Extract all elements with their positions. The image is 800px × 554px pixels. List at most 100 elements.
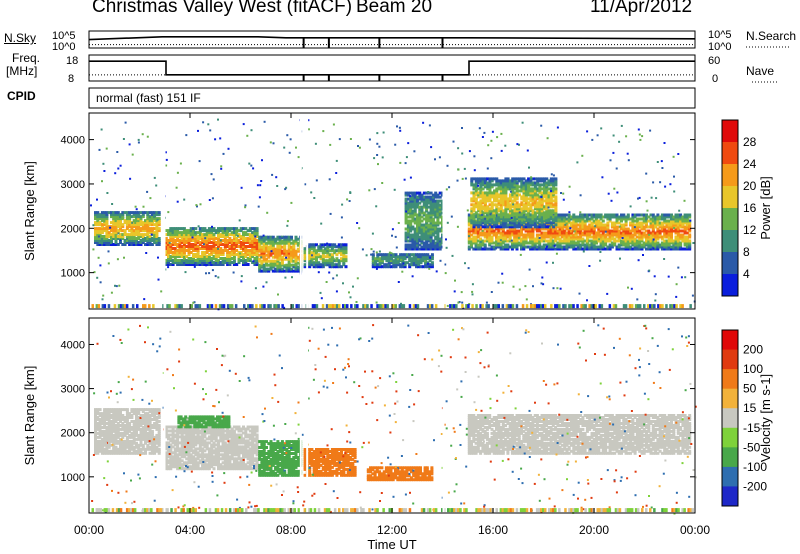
cell bbox=[406, 245, 410, 249]
sparse-cell bbox=[217, 276, 220, 279]
cell bbox=[511, 209, 515, 213]
cell bbox=[420, 193, 424, 197]
cell bbox=[543, 219, 546, 223]
cell bbox=[656, 241, 660, 245]
sparse-cell bbox=[375, 205, 378, 208]
cell bbox=[642, 213, 646, 217]
cell bbox=[654, 219, 658, 223]
cell bbox=[157, 217, 161, 221]
cell bbox=[155, 211, 159, 215]
cell bbox=[640, 223, 644, 227]
cell bbox=[153, 211, 157, 215]
cell bbox=[479, 185, 483, 189]
cell bbox=[413, 193, 417, 197]
cell bbox=[647, 237, 651, 241]
cell bbox=[540, 231, 544, 235]
cell bbox=[567, 227, 571, 231]
cell bbox=[604, 239, 608, 243]
cell bbox=[597, 213, 601, 217]
sparse-cell bbox=[242, 123, 245, 126]
cell bbox=[518, 177, 521, 181]
cell bbox=[495, 239, 498, 243]
cell bbox=[319, 243, 323, 247]
sparse-cell bbox=[564, 223, 567, 226]
cell bbox=[531, 221, 535, 225]
cell bbox=[504, 199, 508, 203]
sparse-cell bbox=[399, 129, 402, 132]
sparse-cell bbox=[262, 234, 265, 237]
cell bbox=[278, 235, 282, 239]
cell bbox=[411, 217, 415, 221]
cell bbox=[214, 229, 218, 233]
cell bbox=[629, 223, 633, 227]
cell bbox=[608, 237, 612, 241]
cell bbox=[470, 197, 474, 201]
cell bbox=[608, 219, 612, 223]
cell bbox=[654, 231, 658, 235]
cell bbox=[552, 181, 556, 185]
cell bbox=[572, 217, 576, 221]
cell bbox=[244, 245, 248, 248]
cell bbox=[383, 265, 387, 269]
cell bbox=[303, 253, 307, 257]
cell bbox=[155, 227, 159, 231]
cell bbox=[431, 229, 435, 233]
cell bbox=[248, 243, 252, 246]
sparse-cell bbox=[625, 135, 628, 138]
cell bbox=[604, 233, 608, 237]
cell bbox=[540, 239, 544, 243]
cell bbox=[283, 243, 287, 247]
cell bbox=[552, 183, 556, 187]
cell bbox=[380, 261, 384, 265]
sparse-cell bbox=[100, 128, 103, 131]
cell bbox=[315, 253, 318, 257]
cell bbox=[235, 253, 239, 256]
cell bbox=[278, 243, 282, 247]
cell bbox=[679, 247, 683, 251]
cell bbox=[276, 241, 280, 245]
cell bbox=[479, 223, 483, 227]
cell bbox=[198, 247, 202, 250]
cell bbox=[431, 199, 435, 203]
cell bbox=[438, 199, 442, 203]
cell bbox=[424, 265, 428, 269]
cell bbox=[189, 259, 193, 262]
cell bbox=[576, 237, 580, 241]
cell bbox=[180, 231, 184, 235]
cell bbox=[554, 183, 558, 187]
cell bbox=[547, 227, 551, 231]
cell bbox=[527, 207, 531, 211]
cell bbox=[235, 241, 239, 244]
cell bbox=[486, 209, 490, 213]
cell bbox=[105, 213, 109, 217]
cell bbox=[485, 233, 489, 237]
cell bbox=[490, 241, 494, 245]
cell bbox=[545, 187, 549, 191]
cell bbox=[540, 247, 544, 251]
cell bbox=[545, 247, 548, 251]
cell bbox=[419, 257, 423, 261]
cell bbox=[615, 231, 619, 235]
cell bbox=[258, 241, 262, 245]
cell bbox=[583, 225, 587, 229]
cell bbox=[495, 231, 498, 235]
ground-cell bbox=[594, 304, 597, 309]
cell bbox=[137, 235, 141, 238]
cell bbox=[631, 243, 635, 247]
cell bbox=[635, 231, 639, 235]
cell bbox=[665, 225, 669, 229]
cell bbox=[667, 215, 671, 219]
cell bbox=[110, 241, 113, 244]
cell bbox=[631, 221, 635, 225]
cell bbox=[522, 243, 526, 247]
cell bbox=[267, 247, 271, 251]
cell bbox=[139, 223, 143, 227]
cell bbox=[207, 257, 211, 260]
cell bbox=[128, 239, 132, 242]
sparse-cell bbox=[529, 177, 532, 180]
cell bbox=[492, 245, 496, 249]
cell bbox=[479, 205, 483, 209]
cell bbox=[524, 239, 528, 243]
cell bbox=[223, 239, 227, 242]
cell bbox=[221, 249, 225, 252]
